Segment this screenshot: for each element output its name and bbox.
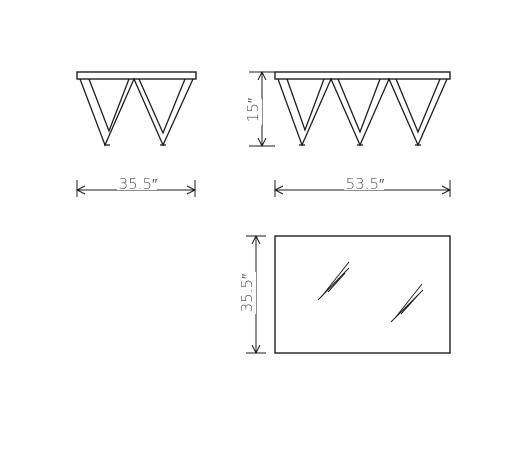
depth-label: 35.5″	[238, 273, 256, 312]
side-view	[76, 71, 197, 147]
height-label: 15″	[244, 97, 262, 122]
front-view	[274, 71, 451, 147]
top-view	[274, 235, 451, 354]
depth-dimension: 35.5″	[238, 234, 266, 355]
side-width-dimension: 35.5″	[75, 175, 197, 197]
front-view-tabletop	[274, 71, 451, 80]
front-width-label: 53.5″	[346, 175, 385, 193]
front-width-dimension: 53.5″	[273, 175, 452, 197]
side-width-label: 35.5″	[119, 175, 158, 193]
front-view-legs	[277, 77, 448, 147]
side-view-legs	[79, 77, 194, 147]
height-dimension: 15″	[244, 70, 275, 148]
top-view-glass	[274, 235, 451, 354]
glass-reflection-left	[317, 261, 350, 301]
glass-reflection-right	[390, 283, 424, 323]
side-view-tabletop	[76, 71, 197, 80]
